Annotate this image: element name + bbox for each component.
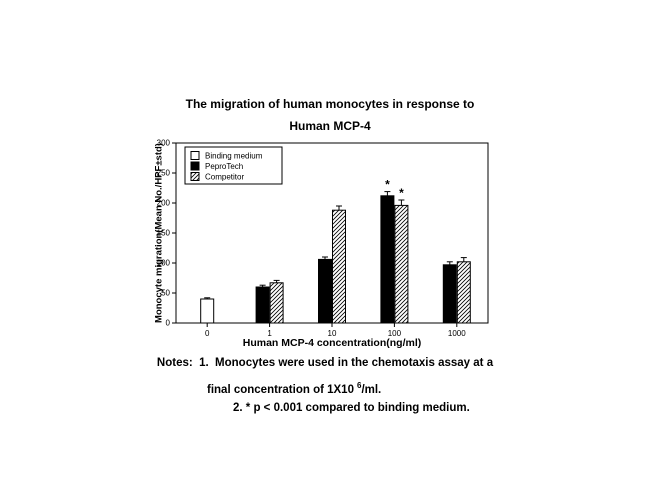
bar-competitor [456,261,471,324]
significance-marker: * [399,186,404,200]
legend-swatch-open [190,151,200,160]
y-tick-label: 50 [161,289,170,298]
chart-plot: 0 50 100 150 200 250 300 0 1 10 100 1000 * * Binding m… [157,139,489,338]
bar-peprotech [442,264,457,324]
note-line1: Notes: 1. Monocytes were used in the che… [156,357,494,369]
x-tick-label: 0 [205,329,210,338]
note-line2: final concentration of 1X10 6/ml. [207,381,381,396]
x-tick-label: 100 [388,329,402,338]
bar-competitor [394,204,409,324]
legend-label: Competitor [205,173,244,182]
note-line3: 2. * p < 0.001 compared to binding mediu… [233,402,470,414]
bar-peprotech [318,258,332,324]
y-tick-label: 250 [157,169,171,178]
y-tick-label: 0 [166,319,171,328]
y-tick-label: 150 [157,229,171,238]
x-axis-label: Human MCP-4 concentration(ng/ml) [242,337,422,349]
legend-swatch-solid [190,161,200,171]
bar-competitor [332,209,346,324]
legend-swatch-hatched [190,172,200,181]
x-tick-label: 1000 [448,329,466,338]
bar-peprotech [255,286,270,324]
chart-title-line2: Human MCP-4 [289,119,371,133]
y-tick-label: 300 [157,139,171,148]
chart-title-line1: The migration of human monocytes in resp… [185,97,475,111]
legend-label: PeproTech [205,162,243,171]
legend-label: Binding medium [205,152,263,161]
x-tick-label: 1 [267,329,272,338]
bar-competitor [269,282,284,324]
x-tick-label: 10 [328,329,337,338]
significance-marker: * [385,178,390,192]
legend-box [184,146,283,185]
bar-binding-medium [200,298,215,324]
note-line2-text: final concentration of 1X10 [207,383,354,396]
note-line2-suffix: /ml. [361,383,382,396]
y-tick-label: 200 [157,199,171,208]
bar-peprotech [380,195,395,324]
y-tick-label: 100 [157,259,171,268]
note-line2-superscript: 6 [356,381,362,390]
